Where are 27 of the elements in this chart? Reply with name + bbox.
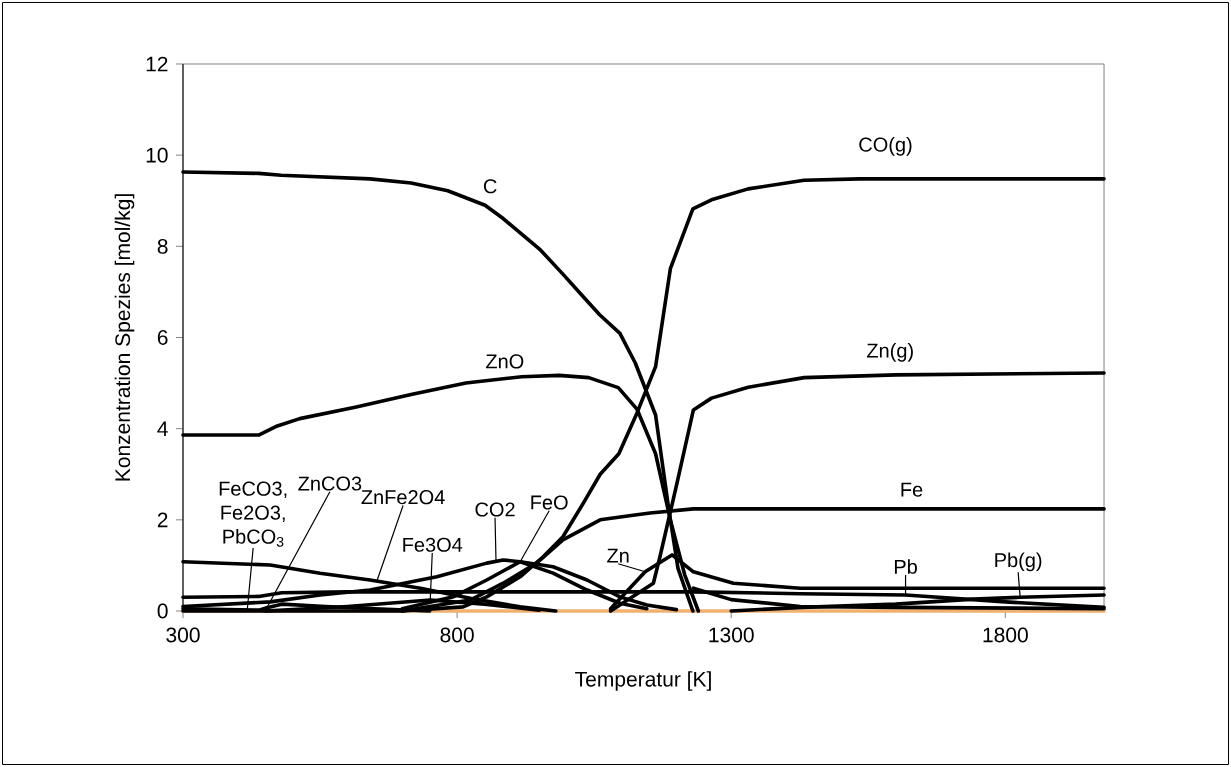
x-tick-label: 1300	[709, 627, 754, 643]
x-tick-label: 300	[166, 627, 200, 643]
annotation: CO2	[475, 502, 515, 517]
annotation: Fe	[901, 482, 923, 497]
y-tick-label: 4	[157, 421, 168, 436]
annotation: Pb(g)	[995, 552, 1042, 572]
y-tick-label: 10	[146, 147, 168, 163]
annotation: Zn	[607, 548, 629, 563]
annotation: Zn(g)	[866, 343, 913, 362]
x-axis-title: Temperatur [K]	[575, 671, 711, 691]
y-tick-label: 12	[146, 56, 168, 72]
annotation: ZnFe2O4	[361, 490, 445, 505]
x-tick-label: 800	[440, 627, 474, 643]
annotation: CO(g)	[859, 137, 912, 156]
x-tick-label: 1800	[983, 627, 1028, 643]
annotation: Pb	[894, 559, 917, 574]
annotation: FeCO3, Fe2O3, PbCO$_{3}$	[219, 481, 287, 547]
annotation: ZnCO3	[298, 476, 362, 491]
annotation: FeO	[531, 495, 568, 510]
y-tick-label: 8	[157, 238, 168, 254]
y-axis-title: Konzentration Spezies [mol/kg]	[114, 194, 135, 481]
annotation: C	[483, 179, 497, 194]
y-tick-label: 6	[157, 330, 168, 345]
annotation: ZnO	[485, 354, 524, 369]
y-tick-label: 2	[157, 512, 168, 528]
y-tick-label: 0	[157, 603, 168, 619]
annotation: Fe3O4	[403, 537, 463, 552]
